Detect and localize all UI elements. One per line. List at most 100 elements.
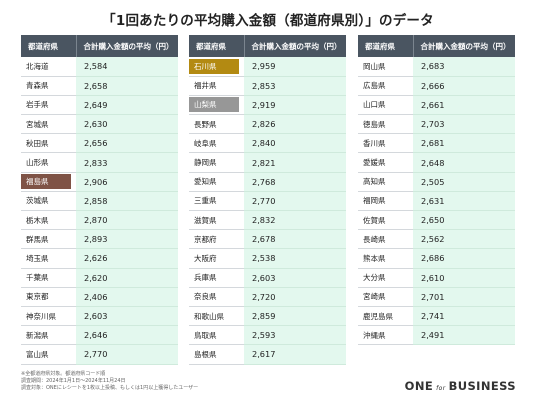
table-row: 岩手県 2,649 (21, 95, 178, 116)
prefecture-name: 和歌山県 (194, 311, 224, 321)
prefecture-cell: 秋田県 (21, 133, 76, 154)
average-amount-value: 2,770 (244, 191, 346, 212)
table-row: 大分県 2,610 (358, 268, 515, 288)
prefecture-cell: 福井県 (189, 76, 244, 96)
average-amount-value: 2,617 (244, 344, 346, 365)
prefecture-name: 愛媛県 (363, 158, 386, 168)
average-amount-value: 2,649 (76, 95, 178, 116)
average-amount-value: 2,686 (413, 248, 515, 269)
average-amount-value: 2,906 (76, 172, 178, 192)
prefecture-name: 兵庫県 (194, 273, 217, 283)
prefecture-name: 山口県 (363, 100, 386, 110)
average-amount-value: 2,603 (244, 268, 346, 288)
prefecture-name: 沖縄県 (363, 330, 386, 340)
average-amount-value: 2,821 (244, 152, 346, 173)
average-amount-value: 2,406 (76, 287, 178, 307)
average-amount-value: 2,631 (413, 191, 515, 212)
header-average-amount: 合計購入金額の平均（円） (76, 35, 178, 57)
table-row: 大阪府 2,538 (189, 248, 346, 269)
prefecture-name: 青森県 (26, 81, 49, 91)
average-amount-value: 2,701 (413, 287, 515, 307)
prefecture-cell: 香川県 (358, 133, 413, 154)
table-row: 富山県 2,770 (21, 344, 178, 365)
table-row: 三重県 2,770 (189, 191, 346, 212)
average-amount-value: 2,893 (76, 229, 178, 250)
average-amount-value: 2,858 (76, 191, 178, 212)
average-amount-value: 2,584 (76, 57, 178, 77)
table-row: 青森県 2,658 (21, 76, 178, 96)
table-row: 神奈川県 2,603 (21, 306, 178, 327)
average-amount-value: 2,853 (244, 76, 346, 96)
average-amount-value: 2,768 (244, 172, 346, 192)
prefecture-name: 山形県 (26, 158, 49, 168)
table-row: 和歌山県 2,859 (189, 306, 346, 327)
prefecture-name: 宮崎県 (363, 292, 386, 302)
average-amount-value: 2,703 (413, 114, 515, 135)
table-row: 愛媛県 2,648 (358, 152, 515, 173)
table-row: 岐阜県 2,840 (189, 133, 346, 154)
prefecture-name: 石川県 (189, 58, 239, 74)
logo-for: for (436, 385, 446, 392)
prefecture-name: 鹿児島県 (363, 311, 393, 321)
prefecture-cell: 滋賀県 (189, 210, 244, 231)
page-title: 「1回あたりの平均購入金額（都道府県別）」のデータ (102, 13, 434, 29)
average-amount-value: 2,681 (413, 133, 515, 154)
prefecture-cell: 宮城県 (21, 114, 76, 135)
brand-logo: ONE for BUSINESS (405, 379, 516, 393)
prefecture-cell: 大阪府 (189, 248, 244, 269)
average-amount-value: 2,658 (76, 76, 178, 96)
table-row: 高知県 2,505 (358, 172, 515, 192)
average-amount-value: 2,491 (413, 325, 515, 346)
table-row: 宮崎県 2,701 (358, 287, 515, 307)
table-row: 秋田県 2,656 (21, 133, 178, 154)
table-row: 岡山県 2,683 (358, 57, 515, 77)
logo-business: BUSINESS (448, 379, 516, 393)
average-amount-value: 2,770 (76, 344, 178, 365)
table-row: 奈良県 2,720 (189, 287, 346, 307)
table-row: 愛知県 2,768 (189, 172, 346, 192)
table-row: 山梨県 2,919 (189, 95, 346, 116)
footnote-1: ※全都道府県対象。都道府県コード順 (21, 371, 106, 377)
logo-one: ONE (404, 379, 434, 393)
table-row: 長野県 2,826 (189, 114, 346, 135)
prefecture-name: 山梨県 (189, 97, 239, 113)
prefecture-cell: 島根県 (189, 344, 244, 365)
prefecture-cell: 和歌山県 (189, 306, 244, 327)
average-amount-value: 2,620 (76, 268, 178, 288)
table-row: 鳥取県 2,593 (189, 325, 346, 346)
average-amount-value: 2,650 (413, 210, 515, 231)
prefecture-name: 広島県 (363, 81, 386, 91)
table-header-row: 都道府県 合計購入金額の平均（円） (358, 35, 515, 57)
table-row: 鹿児島県 2,741 (358, 306, 515, 327)
table-row: 福島県 2,906 (21, 172, 178, 192)
table-header-row: 都道府県 合計購入金額の平均（円） (21, 35, 178, 57)
prefecture-cell: 新潟県 (21, 325, 76, 346)
table-row: 香川県 2,681 (358, 133, 515, 154)
prefecture-name: 静岡県 (194, 158, 217, 168)
prefecture-cell: 山梨県 (189, 95, 244, 116)
average-amount-value: 2,630 (76, 114, 178, 135)
prefecture-name: 北海道 (26, 61, 49, 71)
table-row: 宮城県 2,630 (21, 114, 178, 135)
average-amount-value: 2,833 (76, 152, 178, 173)
prefecture-name: 新潟県 (26, 330, 49, 340)
footnotes: ※全都道府県対象。都道府県コード順 調査期間：2024年1月1日〜2024年11… (21, 371, 198, 393)
average-amount-value: 2,648 (413, 152, 515, 173)
prefecture-name: 神奈川県 (26, 311, 56, 321)
average-amount-value: 2,538 (244, 248, 346, 269)
prefecture-cell: 岩手県 (21, 95, 76, 116)
prefecture-name: 大分県 (363, 273, 386, 283)
average-amount-value: 2,656 (76, 133, 178, 154)
table-row: 埼玉県 2,626 (21, 248, 178, 269)
table-row: 栃木県 2,870 (21, 210, 178, 231)
prefecture-cell: 高知県 (358, 172, 413, 192)
average-amount-value: 2,919 (244, 95, 346, 116)
prefecture-cell: 熊本県 (358, 248, 413, 269)
table-row: 新潟県 2,646 (21, 325, 178, 346)
prefecture-cell: 青森県 (21, 76, 76, 96)
header-prefecture: 都道府県 (358, 35, 414, 57)
average-amount-value: 2,562 (413, 229, 515, 250)
prefecture-cell: 福島県 (21, 172, 76, 192)
prefecture-cell: 愛知県 (189, 172, 244, 192)
average-amount-value: 2,661 (413, 95, 515, 116)
